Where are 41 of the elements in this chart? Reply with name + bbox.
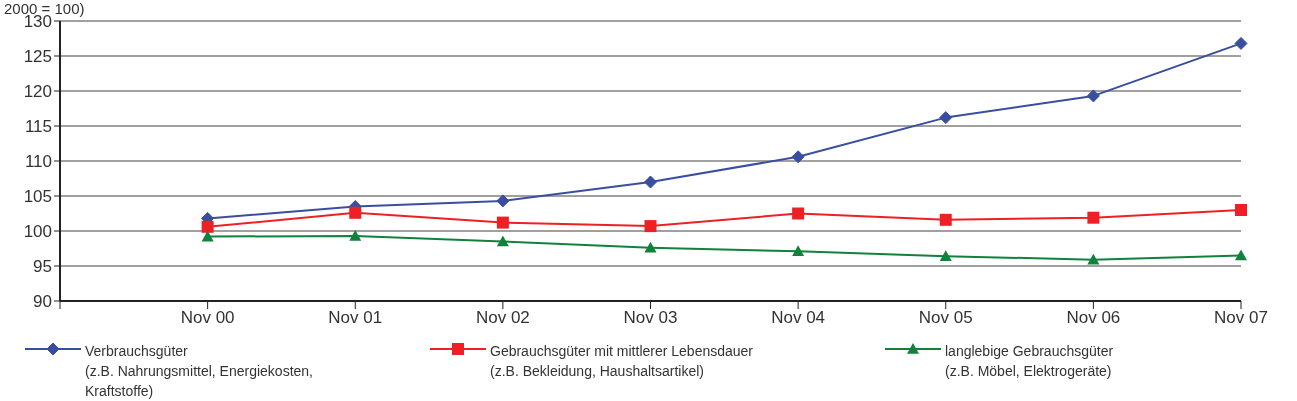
y-tick-label: 125 [23,47,52,67]
y-tick-label: 100 [23,222,52,242]
y-tick-label: 105 [23,187,52,207]
point [496,235,509,247]
point [201,230,214,242]
point [792,245,805,257]
y-tick-label: 95 [33,257,52,277]
point [644,220,657,233]
point [496,216,509,229]
x-tick-label: Nov 00 [180,308,235,328]
point [349,206,362,219]
point [349,229,362,241]
point [1235,204,1247,216]
point [792,207,805,220]
point [644,175,657,189]
point [1235,249,1247,261]
point [1087,211,1100,224]
legend-label: langlebige Gebrauchsgüter (z.B. Möbel, Elektrogeräte) [945,342,1114,381]
y-tick-label: 120 [23,82,52,102]
x-tick-label: Nov 07 [1214,308,1268,328]
point [496,194,510,208]
point [939,111,953,125]
point [939,250,952,261]
x-tick-label: Nov 03 [623,308,678,328]
x-tick-label: Nov 04 [771,308,826,328]
x-tick-label: Nov 05 [918,308,973,328]
point [644,241,657,253]
point [939,213,952,226]
point [1234,36,1248,50]
y-tick-label: 110 [24,152,52,172]
point [1086,89,1100,103]
legend-label: Gebrauchsgüter mit mittlerer Lebensdauer (z.B. Bekleidung, Haushaltsartikel) [490,342,754,381]
point [791,150,805,164]
point [1087,253,1100,265]
x-tick-label: Nov 06 [1066,308,1121,328]
point [201,220,214,233]
y-tick-label: 90 [33,292,52,312]
legend-label: Verbrauchsgüter (z.B. Nahrungsmittel, Energiekosten, Kraftstoffe) [85,342,313,401]
x-tick-label: Nov 01 [328,308,383,328]
x-tick-label: Nov 02 [475,308,530,328]
y-tick-label: 115 [24,117,52,137]
